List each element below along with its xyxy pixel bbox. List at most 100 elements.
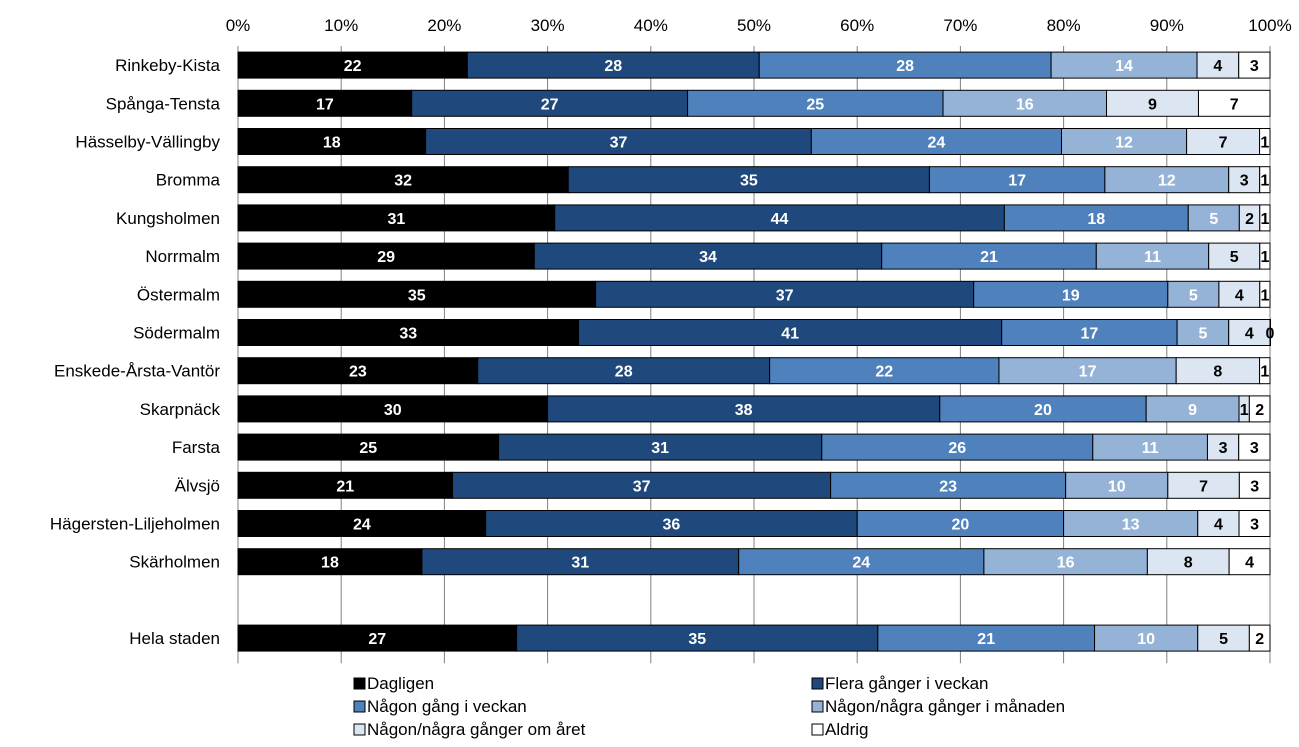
bars: 22 28 28 14 4 317 27 25 16 9 718 37 24 12 7 132 35 17 12 3 1…	[237, 51, 1275, 652]
bar-segment-flera-ganger-i-veckan	[477, 357, 771, 385]
bar-data-label: 33	[399, 326, 417, 343]
bar-data-label: 24	[928, 135, 946, 152]
category-label: Spånga-Tensta	[106, 94, 221, 113]
bar-data-label: 9	[1188, 402, 1197, 419]
category-label: Östermalm	[137, 285, 220, 304]
x-tick-label: 0%	[226, 16, 251, 35]
bar-data-label: 31	[387, 211, 405, 228]
bar-segment-dagligen	[237, 242, 535, 270]
bar-data-label: 4	[1213, 58, 1222, 75]
bar-data-label: 1	[1260, 135, 1269, 152]
bar-data-label: 1	[1260, 287, 1269, 304]
bar-segment-nagon-gang-i-veckan	[928, 166, 1106, 194]
bar-segment-dagligen	[237, 89, 413, 117]
bar-segment-flera-ganger-i-veckan	[595, 280, 975, 308]
bar-segment-dagligen	[237, 548, 423, 576]
bar-segment-nagon-nagra-ganger-i-manaden	[1050, 51, 1198, 79]
bar-segment-aldrig	[1269, 319, 1271, 346]
bar-data-label: 10	[1108, 478, 1126, 495]
bar-segment-nagon-nagra-ganger-i-manaden	[942, 89, 1108, 117]
bar-data-label: 4	[1245, 326, 1254, 343]
bar-data-label: 5	[1189, 287, 1198, 304]
bar-segment-nagon-gang-i-veckan	[881, 242, 1097, 270]
bar-data-label: 2	[1255, 631, 1264, 648]
legend-label: Någon/några gånger om året	[367, 720, 586, 739]
legend-swatch-nagon-nagra-ganger-om-aret	[353, 723, 366, 736]
bar-segment-nagon-gang-i-veckan	[1003, 204, 1189, 232]
bar-data-label: 27	[541, 96, 559, 113]
legend-label: Någon/några gånger i månaden	[825, 697, 1065, 716]
bar-data-label: 16	[1016, 96, 1034, 113]
bar-segment-flera-ganger-i-veckan	[516, 624, 879, 652]
bar-segment-aldrig	[1238, 471, 1271, 499]
bar-segment-nagon-nagra-ganger-i-manaden	[1061, 128, 1188, 155]
legend-label: Aldrig	[825, 720, 868, 739]
bar-data-label: 18	[321, 555, 339, 572]
bar-segment-aldrig	[1259, 204, 1271, 232]
bar-segment-nagon-nagra-ganger-i-manaden	[1095, 242, 1210, 270]
bar-segment-dagligen	[237, 395, 549, 423]
bar-data-label: 35	[688, 631, 706, 648]
bar-segment-nagon-gang-i-veckan	[687, 89, 944, 117]
bar-segment-nagon-gang-i-veckan	[758, 51, 1052, 79]
bar-segment-nagon-nagra-ganger-i-manaden	[998, 357, 1177, 385]
bar-data-label: 2	[1255, 402, 1264, 419]
bar-data-label: 1	[1260, 211, 1269, 228]
bar-data-label: 7	[1199, 478, 1208, 495]
bar-segment-flera-ganger-i-veckan	[567, 166, 930, 194]
bar-segment-aldrig	[1259, 357, 1271, 385]
bar-data-label: 13	[1122, 517, 1140, 534]
legend-swatch-flera-ganger-i-veckan	[811, 677, 824, 690]
bar-data-label: 1	[1260, 173, 1269, 190]
bar-data-label: 32	[394, 173, 412, 190]
bar-data-label: 25	[359, 440, 377, 457]
bar-data-label: 1	[1260, 249, 1269, 266]
bar-data-label: 8	[1213, 364, 1222, 381]
bar-segment-nagon-nagra-ganger-om-aret	[1228, 166, 1261, 194]
bar-data-label: 31	[571, 555, 589, 572]
bar-data-label: 21	[977, 631, 995, 648]
bar-segment-nagon-nagra-ganger-i-manaden	[1167, 280, 1220, 308]
bar-segment-nagon-nagra-ganger-om-aret	[1197, 510, 1240, 537]
x-tick-label: 100%	[1248, 16, 1291, 35]
bar-data-label: 17	[1008, 173, 1026, 190]
bar-segment-dagligen	[237, 624, 518, 652]
bar-data-label: 22	[875, 364, 893, 381]
bar-segment-aldrig	[1259, 242, 1271, 270]
category-label: Kungsholmen	[116, 209, 220, 228]
bar-data-label: 19	[1062, 287, 1080, 304]
bar-segment-nagon-nagra-ganger-om-aret	[1206, 433, 1240, 461]
legend-swatch-aldrig	[811, 723, 824, 736]
bar-data-label: 24	[353, 517, 371, 534]
bar-segment-dagligen	[237, 280, 597, 308]
bar-data-label: 28	[604, 58, 622, 75]
bar-segment-flera-ganger-i-veckan	[421, 548, 740, 576]
bar-data-label: 18	[1087, 211, 1105, 228]
bar-segment-nagon-nagra-ganger-om-aret	[1167, 471, 1240, 499]
bar-segment-nagon-gang-i-veckan	[1001, 319, 1178, 346]
category-label: Bromma	[156, 171, 221, 190]
bar-data-label: 1	[1260, 364, 1269, 381]
bar-data-label: 26	[948, 440, 966, 457]
bar-segment-aldrig	[1197, 89, 1271, 117]
bar-segment-aldrig	[1259, 166, 1271, 194]
bar-segment-flera-ganger-i-veckan	[547, 395, 941, 423]
bar-data-label: 5	[1209, 211, 1218, 228]
bar-data-label: 36	[663, 517, 681, 534]
bar-segment-flera-ganger-i-veckan	[498, 433, 823, 461]
bar-segment-dagligen	[237, 128, 427, 155]
bar-data-label: 5	[1198, 326, 1207, 343]
bar-segment-dagligen	[237, 510, 487, 537]
bar-segment-flera-ganger-i-veckan	[554, 204, 1005, 232]
bar-segment-aldrig	[1259, 280, 1271, 308]
bar-data-label: 10	[1137, 631, 1155, 648]
bar-segment-nagon-nagra-ganger-om-aret	[1186, 128, 1261, 155]
bar-data-label: 5	[1230, 249, 1239, 266]
x-tick-label: 10%	[324, 16, 358, 35]
bar-data-label: 8	[1184, 555, 1193, 572]
bar-data-label: 3	[1250, 58, 1259, 75]
x-tick-label: 70%	[943, 16, 977, 35]
bar-segment-flera-ganger-i-veckan	[466, 51, 760, 79]
x-tick-label: 20%	[427, 16, 461, 35]
bar-data-label: 9	[1148, 96, 1157, 113]
